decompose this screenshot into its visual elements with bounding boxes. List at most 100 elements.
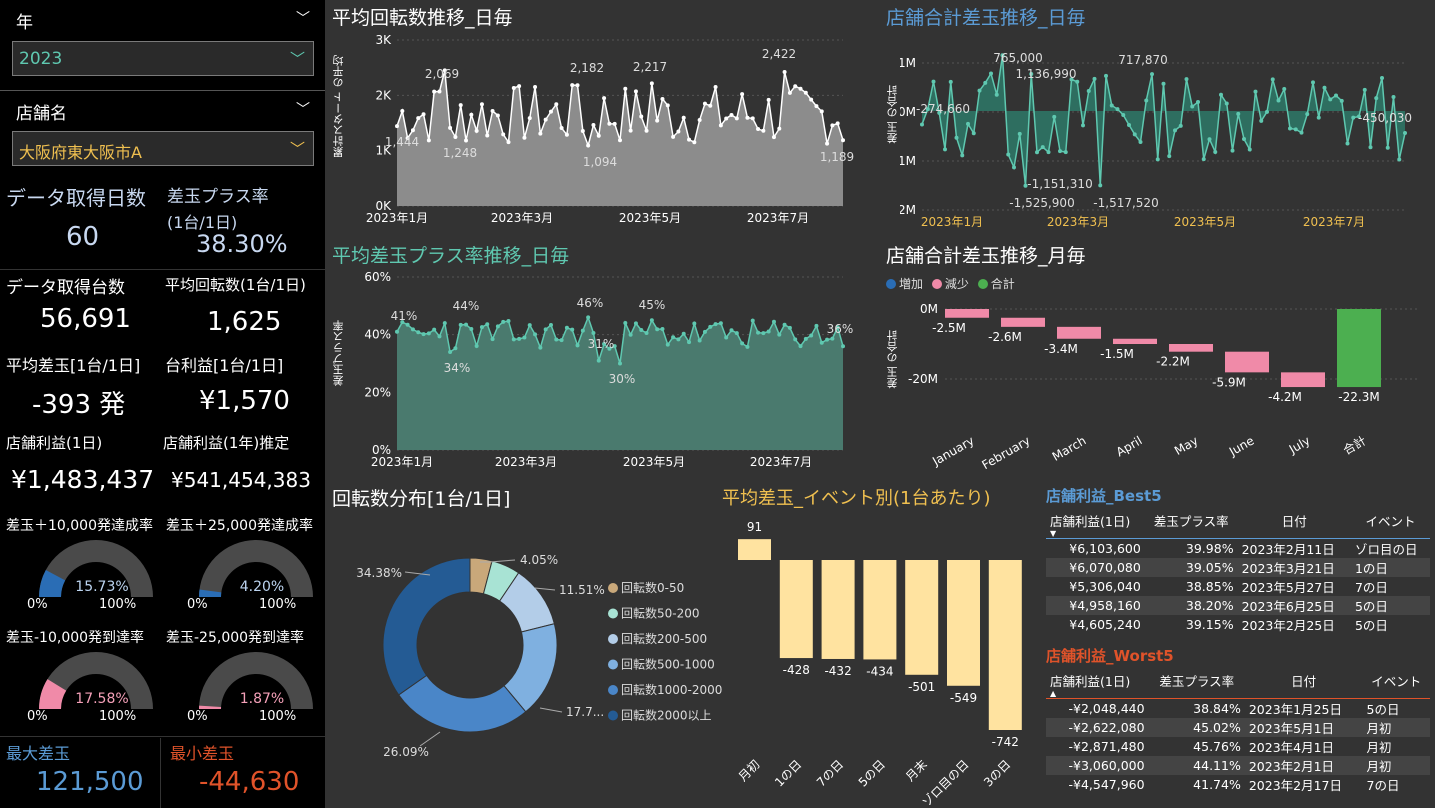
data-point[interactable] xyxy=(983,80,988,85)
data-point[interactable] xyxy=(1109,103,1114,108)
data-point[interactable] xyxy=(1092,76,1097,81)
data-point[interactable] xyxy=(1253,89,1258,94)
best5-header-profit[interactable]: 店舗利益(1日) ▼ xyxy=(1046,508,1145,539)
data-point[interactable] xyxy=(971,131,976,136)
data-point[interactable] xyxy=(1403,131,1407,136)
best5-header-rate[interactable]: 差玉プラス率 xyxy=(1153,514,1229,529)
data-point[interactable] xyxy=(724,335,729,340)
data-point[interactable] xyxy=(1265,109,1269,114)
data-point[interactable] xyxy=(1305,112,1310,117)
data-point[interactable] xyxy=(1236,111,1241,116)
data-point[interactable] xyxy=(511,337,516,342)
data-point[interactable] xyxy=(517,84,522,89)
data-point[interactable] xyxy=(628,128,633,133)
waterfall-bar[interactable] xyxy=(1337,309,1381,388)
waterfall-bar[interactable] xyxy=(1001,317,1045,327)
data-point[interactable] xyxy=(522,135,527,140)
data-point[interactable] xyxy=(458,103,463,108)
data-point[interactable] xyxy=(602,342,607,347)
data-point[interactable] xyxy=(1035,150,1039,155)
data-point[interactable] xyxy=(1121,112,1126,117)
data-point[interactable] xyxy=(1334,93,1338,98)
table-row[interactable]: ¥5,306,040 38.85% 2023年5月27日 7の日 xyxy=(1046,577,1430,596)
data-point[interactable] xyxy=(745,115,750,120)
legend-item[interactable]: 回転数2000以上 xyxy=(621,708,712,723)
data-point[interactable] xyxy=(580,328,585,333)
best5-header-event[interactable]: イベント xyxy=(1365,514,1416,529)
data-point[interactable] xyxy=(495,113,500,118)
data-point[interactable] xyxy=(612,344,617,349)
data-point[interactable] xyxy=(798,86,803,91)
data-point[interactable] xyxy=(771,319,776,324)
data-point[interactable] xyxy=(628,332,633,337)
data-point[interactable] xyxy=(1052,114,1057,119)
data-point[interactable] xyxy=(687,137,692,142)
data-point[interactable] xyxy=(702,101,707,106)
data-point[interactable] xyxy=(575,343,580,348)
data-point[interactable] xyxy=(1362,87,1367,92)
data-point[interactable] xyxy=(448,125,453,130)
data-point[interactable] xyxy=(1190,104,1195,109)
data-point[interactable] xyxy=(948,79,953,84)
data-point[interactable] xyxy=(756,330,761,335)
data-point[interactable] xyxy=(1075,79,1080,84)
data-point[interactable] xyxy=(464,138,469,143)
data-point[interactable] xyxy=(819,340,824,345)
data-point[interactable] xyxy=(522,335,527,340)
data-point[interactable] xyxy=(761,128,766,133)
data-point[interactable] xyxy=(1391,95,1396,100)
data-point[interactable] xyxy=(570,327,575,332)
data-point[interactable] xyxy=(1138,139,1143,144)
data-point[interactable] xyxy=(1368,145,1373,150)
data-point[interactable] xyxy=(607,121,612,126)
waterfall-bar[interactable] xyxy=(1057,326,1101,339)
data-point[interactable] xyxy=(718,321,723,326)
data-point[interactable] xyxy=(671,335,676,340)
data-point[interactable] xyxy=(692,140,697,145)
year-dropdown[interactable]: 2023 ﹀ xyxy=(12,41,314,76)
data-point[interactable] xyxy=(1155,157,1160,162)
data-point[interactable] xyxy=(1282,87,1287,92)
data-point[interactable] xyxy=(1316,115,1321,120)
data-point[interactable] xyxy=(724,116,729,121)
event-bar[interactable] xyxy=(779,560,813,659)
data-point[interactable] xyxy=(825,337,830,342)
data-point[interactable] xyxy=(1029,72,1034,77)
data-point[interactable] xyxy=(559,126,564,131)
data-point[interactable] xyxy=(395,124,399,129)
data-point[interactable] xyxy=(660,326,665,331)
event-bar[interactable] xyxy=(988,560,1022,730)
data-point[interactable] xyxy=(740,341,745,346)
data-point[interactable] xyxy=(1017,131,1022,136)
data-point[interactable] xyxy=(1311,80,1315,85)
data-point[interactable] xyxy=(989,71,993,76)
data-point[interactable] xyxy=(660,96,665,101)
data-point[interactable] xyxy=(787,325,792,330)
data-point[interactable] xyxy=(559,338,564,343)
legend-item[interactable]: 回転数0-50 xyxy=(621,580,684,595)
table-row[interactable]: -¥4,547,960 41.74% 2023年2月17日 7の日 xyxy=(1046,775,1430,794)
data-point[interactable] xyxy=(432,89,437,94)
data-point[interactable] xyxy=(681,115,686,120)
data-point[interactable] xyxy=(564,132,569,137)
year-collapse-chevron-icon[interactable]: ﹀ xyxy=(296,11,310,27)
data-point[interactable] xyxy=(543,327,548,332)
data-point[interactable] xyxy=(1230,148,1235,153)
data-point[interactable] xyxy=(750,318,755,323)
data-point[interactable] xyxy=(835,121,840,126)
data-point[interactable] xyxy=(575,83,580,88)
data-point[interactable] xyxy=(676,337,681,342)
data-point[interactable] xyxy=(665,342,670,347)
data-point[interactable] xyxy=(421,332,426,337)
data-point[interactable] xyxy=(1196,100,1200,105)
data-point[interactable] xyxy=(671,134,676,139)
data-point[interactable] xyxy=(702,329,707,334)
data-point[interactable] xyxy=(777,332,782,337)
data-point[interactable] xyxy=(771,135,776,140)
data-point[interactable] xyxy=(639,328,644,333)
waterfall-bar[interactable] xyxy=(945,309,989,318)
data-point[interactable] xyxy=(554,102,559,107)
data-point[interactable] xyxy=(1293,127,1298,132)
data-point[interactable] xyxy=(410,327,415,332)
data-point[interactable] xyxy=(655,118,660,123)
